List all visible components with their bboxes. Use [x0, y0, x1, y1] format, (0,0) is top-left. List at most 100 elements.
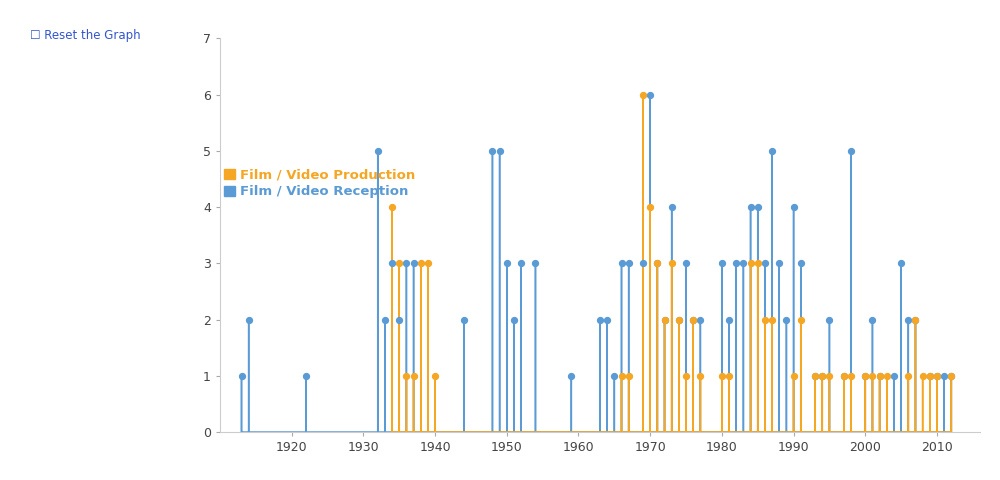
Point: [456, 316, 472, 324]
Point: [678, 260, 694, 267]
Point: [907, 316, 923, 324]
Point: [821, 372, 837, 380]
Point: [649, 260, 665, 267]
Point: [406, 372, 422, 380]
Point: [814, 372, 830, 380]
Point: [922, 372, 938, 380]
Point: [671, 316, 687, 324]
Point: [592, 316, 608, 324]
Point: [915, 372, 931, 380]
Point: [843, 147, 859, 155]
Point: [864, 372, 880, 380]
Point: [664, 203, 680, 211]
Point: [370, 147, 386, 155]
Point: [484, 147, 500, 155]
Point: [821, 316, 837, 324]
Point: [398, 372, 414, 380]
Point: [635, 91, 651, 98]
Point: [907, 316, 923, 324]
Point: [743, 260, 759, 267]
Point: [872, 372, 888, 380]
Point: [757, 260, 773, 267]
Point: [492, 147, 508, 155]
Point: [241, 316, 257, 324]
Point: [234, 372, 250, 380]
Point: [943, 372, 959, 380]
Point: [671, 316, 687, 324]
Point: [843, 372, 859, 380]
Point: [836, 372, 852, 380]
Point: [807, 372, 823, 380]
Point: [384, 260, 400, 267]
Legend: Film / Video Production, Film / Video Reception: Film / Video Production, Film / Video Re…: [219, 163, 421, 204]
Point: [685, 316, 701, 324]
Point: [506, 316, 522, 324]
Point: [872, 372, 888, 380]
Point: [398, 260, 414, 267]
Point: [929, 372, 945, 380]
Point: [685, 316, 701, 324]
Point: [750, 260, 766, 267]
Point: [657, 316, 673, 324]
Point: [642, 91, 658, 98]
Point: [664, 260, 680, 267]
Point: [936, 372, 952, 380]
Point: [793, 260, 809, 267]
Point: [793, 316, 809, 324]
Point: [721, 372, 737, 380]
Point: [929, 372, 945, 380]
Point: [377, 316, 393, 324]
Point: [420, 260, 436, 267]
Point: [771, 260, 787, 267]
Point: [635, 260, 651, 267]
Text: ☐ Reset the Graph: ☐ Reset the Graph: [30, 29, 141, 42]
Point: [657, 316, 673, 324]
Point: [757, 316, 773, 324]
Point: [563, 372, 579, 380]
Point: [786, 203, 802, 211]
Point: [606, 372, 622, 380]
Point: [857, 372, 873, 380]
Point: [836, 372, 852, 380]
Point: [614, 260, 630, 267]
Point: [714, 372, 730, 380]
Point: [649, 260, 665, 267]
Point: [678, 372, 694, 380]
Point: [499, 260, 515, 267]
Point: [692, 372, 708, 380]
Point: [922, 372, 938, 380]
Point: [857, 372, 873, 380]
Point: [642, 203, 658, 211]
Point: [527, 260, 543, 267]
Point: [714, 260, 730, 267]
Point: [786, 372, 802, 380]
Point: [735, 260, 751, 267]
Point: [692, 316, 708, 324]
Point: [764, 147, 780, 155]
Point: [864, 316, 880, 324]
Point: [750, 203, 766, 211]
Point: [413, 260, 429, 267]
Point: [599, 316, 615, 324]
Point: [893, 260, 909, 267]
Point: [743, 203, 759, 211]
Point: [406, 260, 422, 267]
Point: [778, 316, 794, 324]
Point: [621, 260, 637, 267]
Point: [513, 260, 529, 267]
Point: [943, 372, 959, 380]
Point: [427, 372, 443, 380]
Point: [900, 372, 916, 380]
Point: [721, 316, 737, 324]
Point: [879, 372, 895, 380]
Point: [764, 316, 780, 324]
Point: [298, 372, 314, 380]
Point: [391, 316, 407, 324]
Point: [384, 203, 400, 211]
Point: [391, 260, 407, 267]
Point: [728, 260, 744, 267]
Point: [886, 372, 902, 380]
Point: [900, 316, 916, 324]
Point: [621, 372, 637, 380]
Point: [614, 372, 630, 380]
